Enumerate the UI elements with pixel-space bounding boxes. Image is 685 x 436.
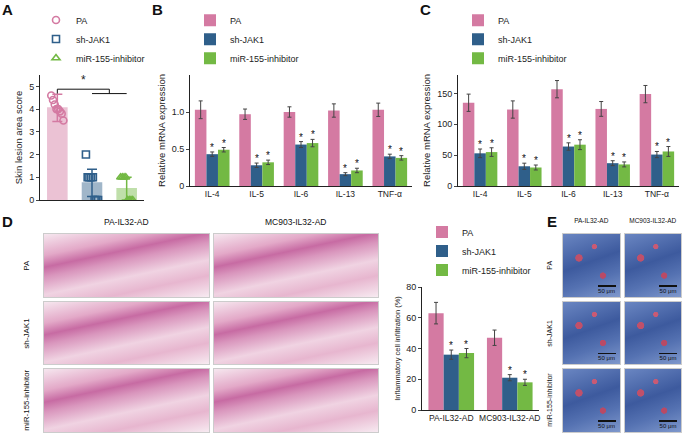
svg-text:*: *	[534, 155, 538, 166]
html-text:PA-IL32-AD: PA-IL32-AD	[574, 217, 609, 224]
html-text:sh-JAK1: sh-JAK1	[22, 317, 31, 349]
svg-text:IL-5: IL-5	[517, 189, 532, 199]
svg-text:4: 4	[29, 104, 34, 114]
svg-text:*: *	[399, 146, 403, 157]
svg-text:Inflammatory cell infiltration: Inflammatory cell infiltration (%)	[393, 296, 402, 401]
svg-text:*: *	[266, 150, 270, 161]
svg-text:*: *	[567, 133, 571, 144]
html-text:sh-JAK1: sh-JAK1	[546, 319, 553, 347]
html-text:E: E	[547, 213, 557, 230]
html-text:miR-155-inhibitor: miR-155-inhibitor	[546, 374, 553, 428]
svg-text:*: *	[311, 129, 315, 140]
svg-text:1.0: 1.0	[172, 107, 185, 117]
svg-text:*: *	[81, 73, 86, 87]
svg-text:150: 150	[437, 89, 452, 99]
svg-text:TNF-α: TNF-α	[645, 189, 669, 199]
svg-text:sh-JAK1: sh-JAK1	[76, 35, 110, 45]
svg-text:*: *	[299, 132, 303, 143]
html-text:A: A	[2, 1, 13, 18]
svg-text:5: 5	[29, 82, 34, 92]
svg-text:60: 60	[406, 313, 416, 323]
svg-text:20: 20	[406, 374, 416, 384]
svg-text:0: 0	[411, 405, 416, 415]
html-text:50 μm: 50 μm	[598, 287, 615, 294]
html-text:miR-155-inhibitor: miR-155-inhibitor	[22, 370, 31, 432]
html-text:B: B	[152, 1, 163, 18]
html-text:50 μm: 50 μm	[598, 355, 615, 362]
svg-text:0.5: 0.5	[172, 144, 185, 154]
svg-text:*: *	[478, 139, 482, 150]
svg-text:40: 40	[406, 344, 416, 354]
svg-text:miR-155-inhibitor: miR-155-inhibitor	[462, 266, 531, 276]
svg-text:0: 0	[29, 195, 34, 205]
svg-text:PA: PA	[230, 16, 241, 26]
svg-text:PA: PA	[462, 228, 473, 238]
svg-text:1: 1	[29, 172, 34, 182]
svg-text:PA: PA	[498, 16, 509, 26]
svg-text:*: *	[388, 144, 392, 155]
svg-text:*: *	[666, 137, 670, 148]
svg-text:PA: PA	[76, 16, 87, 26]
svg-text:*: *	[490, 138, 494, 149]
svg-text:*: *	[355, 158, 359, 169]
svg-text:0: 0	[447, 181, 452, 191]
svg-text:3: 3	[29, 127, 34, 137]
html-text:50 μm: 50 μm	[659, 355, 677, 362]
html-text:50 μm: 50 μm	[659, 423, 677, 429]
svg-text:IL-6: IL-6	[294, 189, 309, 199]
svg-text:Relative mRNA expression: Relative mRNA expression	[421, 74, 432, 187]
svg-text:Relative mRNA expression: Relative mRNA expression	[156, 74, 167, 187]
svg-text:*: *	[578, 130, 582, 141]
svg-text:*: *	[622, 152, 626, 163]
html-text:PA-IL32-AD: PA-IL32-AD	[103, 217, 149, 227]
svg-text:100: 100	[437, 119, 452, 129]
svg-text:80: 80	[406, 282, 416, 292]
svg-text:*: *	[611, 151, 615, 162]
svg-text:*: *	[222, 138, 226, 149]
svg-text:2: 2	[29, 150, 34, 160]
svg-text:0: 0	[179, 181, 184, 191]
svg-text:50: 50	[442, 150, 452, 160]
svg-text:sh-JAK1: sh-JAK1	[462, 247, 496, 257]
svg-text:PA-IL32-AD: PA-IL32-AD	[429, 413, 474, 423]
svg-text:*: *	[523, 369, 527, 380]
html-text:PA: PA	[546, 260, 553, 270]
svg-text:*: *	[464, 339, 468, 350]
svg-text:miR-155-inhibitor: miR-155-inhibitor	[230, 54, 299, 64]
svg-text:sh-JAK1: sh-JAK1	[230, 35, 264, 45]
html-text:C: C	[420, 1, 431, 18]
svg-text:*: *	[508, 365, 512, 376]
svg-text:IL-6: IL-6	[561, 189, 576, 199]
svg-text:IL-13: IL-13	[603, 189, 623, 199]
svg-text:*: *	[655, 141, 659, 152]
svg-text:MC903-IL32-AD: MC903-IL32-AD	[479, 413, 540, 423]
html-text:PA: PA	[22, 260, 31, 271]
svg-text:*: *	[255, 153, 259, 164]
svg-text:IL-4: IL-4	[205, 189, 220, 199]
svg-text:*: *	[449, 340, 453, 351]
svg-text:*: *	[210, 142, 214, 153]
html-text:MC903-IL32-AD: MC903-IL32-AD	[629, 217, 677, 224]
svg-text:*: *	[343, 163, 347, 174]
svg-text:Skin lesion area score: Skin lesion area score	[13, 91, 24, 184]
svg-text:*: *	[522, 153, 526, 164]
svg-text:TNF-α: TNF-α	[378, 189, 402, 199]
html-text:50 μm: 50 μm	[598, 423, 615, 429]
svg-text:miR-155-inhibitor: miR-155-inhibitor	[498, 54, 567, 64]
html-text:MC903-IL32-AD: MC903-IL32-AD	[265, 217, 327, 227]
svg-text:IL-4: IL-4	[473, 189, 488, 199]
html-text:50 μm: 50 μm	[659, 287, 677, 294]
html-text:D: D	[2, 213, 13, 230]
svg-text:sh-JAK1: sh-JAK1	[498, 35, 532, 45]
svg-text:IL-5: IL-5	[249, 189, 264, 199]
svg-text:miR-155-inhibitor: miR-155-inhibitor	[76, 54, 145, 64]
svg-text:IL-13: IL-13	[336, 189, 356, 199]
